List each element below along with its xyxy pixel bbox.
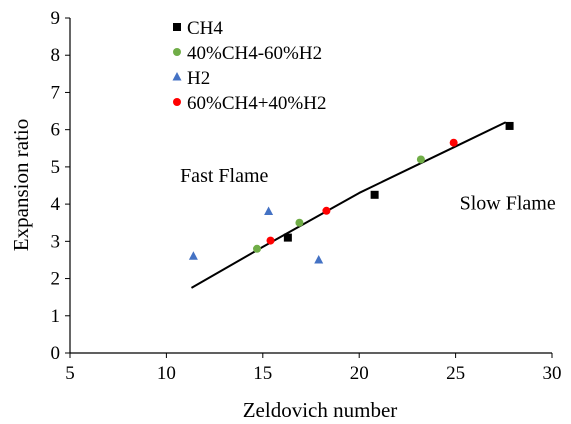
legend-entry-3: H2 bbox=[187, 68, 210, 89]
data-point-3 bbox=[264, 206, 274, 216]
annotation-1: Fast Flame bbox=[180, 165, 268, 187]
y-tick-label: 2 bbox=[51, 269, 61, 290]
y-tick-label: 9 bbox=[51, 8, 61, 29]
data-point-3 bbox=[188, 251, 198, 260]
annotation-2: Slow Flame bbox=[460, 193, 556, 215]
y-tick-label: 5 bbox=[51, 157, 61, 178]
data-point-2 bbox=[416, 155, 425, 164]
tick-labels: 5 10 15 20 25 30 0 1 2 3 4 5 6 7 8 9 bbox=[51, 8, 562, 384]
legend: CH4 40%CH4-60%H2 H2 60%CH4+40%H2 bbox=[172, 18, 327, 114]
data-point-4 bbox=[449, 138, 458, 147]
x-tick-label: 30 bbox=[543, 363, 562, 384]
y-tick-label: 6 bbox=[51, 120, 61, 141]
data-point-4 bbox=[266, 236, 275, 245]
data-point-2 bbox=[295, 218, 304, 227]
trendline-group bbox=[190, 121, 507, 289]
data-point-1 bbox=[283, 233, 292, 242]
y-axis-label: Expansion ratio bbox=[9, 119, 33, 251]
y-tick-label: 7 bbox=[51, 82, 61, 103]
legend-marker-3 bbox=[172, 72, 182, 81]
legend-entry-4: 60%CH4+40%H2 bbox=[187, 93, 327, 114]
legend-entry-1: CH4 bbox=[187, 18, 223, 39]
data-points bbox=[188, 121, 514, 264]
axes bbox=[65, 17, 553, 358]
data-point-3 bbox=[314, 254, 324, 264]
legend-marker-1 bbox=[173, 23, 181, 31]
legend-marker-2 bbox=[173, 48, 181, 56]
data-point-1 bbox=[505, 121, 514, 130]
y-tick-label: 8 bbox=[51, 45, 61, 66]
annotations: Fast Flame Slow Flame bbox=[180, 165, 556, 215]
data-point-2 bbox=[253, 244, 262, 253]
x-tick-label: 5 bbox=[65, 363, 75, 384]
x-tick-label: 20 bbox=[350, 363, 369, 384]
y-tick-label: 3 bbox=[51, 231, 61, 252]
x-tick-label: 10 bbox=[157, 363, 176, 384]
trendline bbox=[190, 121, 507, 289]
legend-entry-2: 40%CH4-60%H2 bbox=[187, 43, 322, 64]
data-point-1 bbox=[370, 190, 379, 199]
x-axis-label: Zeldovich number bbox=[243, 398, 398, 422]
x-tick-label: 15 bbox=[253, 363, 272, 384]
x-tick-label: 25 bbox=[446, 363, 465, 384]
y-tick-label: 0 bbox=[51, 343, 61, 364]
legend-marker-4 bbox=[173, 98, 181, 106]
y-tick-label: 1 bbox=[51, 306, 61, 327]
y-tick-label: 4 bbox=[51, 194, 61, 215]
data-point-4 bbox=[322, 206, 331, 215]
